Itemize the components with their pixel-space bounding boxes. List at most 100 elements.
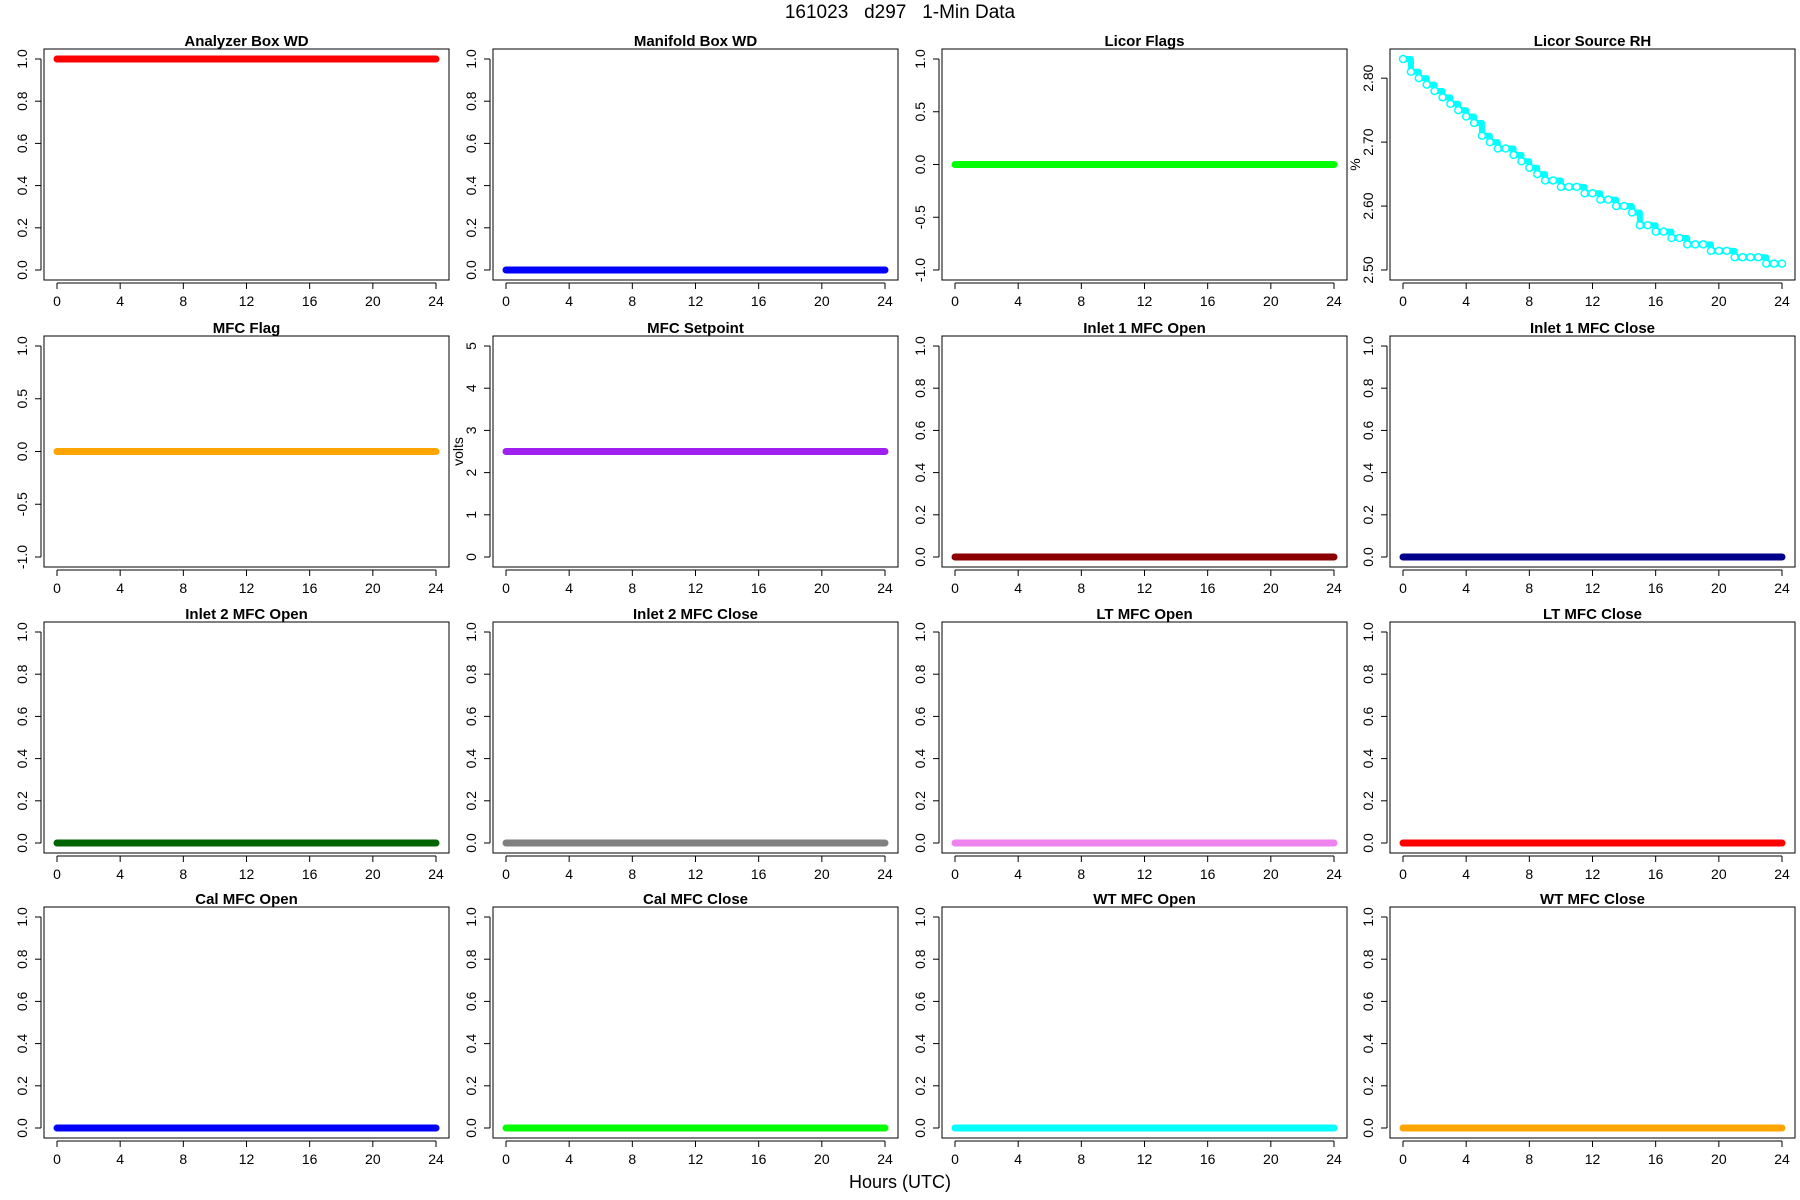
x-tick-label: 20 [1711,580,1727,596]
x-tick-label: 24 [428,293,444,309]
data-point [1446,99,1455,109]
data-point [1769,259,1779,268]
x-tick-label: 24 [1774,293,1790,309]
x-tick-label: 16 [1200,866,1216,882]
chart-panel-5: MFC Flag 0 4 8 12 16 20 24 -1.0 -0.5 0.0 0.5 1.0 [14,320,450,596]
x-tick-label: 12 [1137,580,1153,596]
x-tick-label: 8 [628,1151,636,1167]
x-tick-label: 4 [1014,866,1022,882]
x-tick-label: 12 [239,1151,255,1167]
data-point [1635,220,1645,230]
y-tick-label: 1.0 [463,622,479,642]
x-tick-label: 24 [877,866,893,882]
x-tick-label: 0 [951,293,959,309]
y-tick-label: 0.6 [1360,706,1376,726]
y-tick-label: 0.0 [463,833,479,853]
plot-frame [492,906,899,1139]
x-tick-label: 20 [1711,866,1727,882]
y-tick-label: 0.8 [912,378,928,398]
x-tick-label: 16 [1648,293,1664,309]
y-tick-label: 1.0 [14,49,30,69]
x-tick-label: 12 [1585,580,1601,596]
x-tick-label: 8 [628,866,636,882]
x-tick-label: 8 [628,293,636,309]
y-tick-label: 1.0 [1360,907,1376,927]
y-tick-label: -1.0 [912,258,928,282]
y-tick-label: 0.0 [14,1118,30,1138]
panel-title: Cal MFC Close [643,891,748,908]
x-tick-label: 4 [565,1151,573,1167]
x-tick-label: 8 [1525,293,1533,309]
y-tick-label: 0.6 [14,706,30,726]
chart-panel-7: Inlet 1 MFC Open 0 4 8 12 16 20 24 0.0 0.2 0.4 0.6 0… [912,320,1348,596]
data-point [1422,80,1431,89]
chart-panel-1: Analyzer Box WD 0 4 8 12 16 20 24 0.0 0.2 0.4 0.6 0.… [14,33,450,309]
panel-title: Analyzer Box WD [184,33,308,50]
x-tick-label: 12 [1137,1151,1153,1167]
data-point [1564,182,1574,192]
y-tick-label: 0.6 [463,991,479,1011]
y-tick-label: 0 [463,553,479,561]
panel-title: LT MFC Close [1543,606,1642,623]
y-tick-label: 0.4 [912,749,928,769]
chart-panel-12: LT MFC Close 0 4 8 12 16 20 24 0.0 0.2 0.4 0.6 0.8 1.… [1360,606,1796,882]
x-tick-label: 16 [1648,580,1664,596]
plot-frame [941,335,1348,568]
y-tick-label: 0.6 [1360,420,1376,440]
x-tick-label: 12 [688,1151,704,1167]
plot-frame [43,335,450,568]
data-point [1548,176,1558,185]
y-tick-label: 0.0 [463,1118,479,1138]
data-point [1532,169,1542,179]
data-point [1454,105,1463,115]
data-point [1698,240,1708,249]
page-title: 161023 d297 1-Min Data [784,2,1016,23]
plot-frame [941,48,1348,281]
panel-title: Licor Flags [1104,33,1184,50]
data-point [1580,189,1589,198]
y-tick-label: 0.0 [912,833,928,853]
x-tick-label: 20 [365,580,381,596]
y-tick-label: 0.2 [1360,1076,1376,1096]
data-point [1414,73,1424,83]
x-tick-label: 16 [751,866,767,882]
y-tick-label: 1.0 [463,907,479,927]
plot-frame [1389,906,1796,1139]
y-tick-label: 1.0 [912,622,928,642]
y-tick-label: 0.2 [14,218,30,238]
panel-title: Inlet 2 MFC Open [185,606,308,623]
data-point [1611,201,1621,211]
data-point [1398,54,1408,64]
y-tick-label: 0.6 [912,420,928,440]
panel-title: Licor Source RH [1534,33,1652,50]
x-tick-label: 12 [239,580,255,596]
x-tick-label: 8 [179,293,187,309]
plot-frame [1389,621,1796,854]
data-point [1761,259,1771,268]
chart-panel-11: LT MFC Open 0 4 8 12 16 20 24 0.0 0.2 0.4 0.6 0.8 1.0 [912,606,1348,882]
x-tick-label: 16 [1200,580,1216,596]
y-tick-label: 0.2 [463,1076,479,1096]
x-tick-label: 24 [1774,580,1790,596]
chart-panel-9: Inlet 2 MFC Open 0 4 8 12 16 20 24 0.0 0.2 0.4 0.6 0… [14,606,450,882]
x-tick-label: 12 [688,866,704,882]
y-tick-label: 0.4 [14,1034,30,1054]
x-tick-label: 12 [1137,293,1153,309]
x-tick-label: 8 [1525,866,1533,882]
x-tick-label: 8 [1077,1151,1085,1167]
y-axis-label: volts [450,437,466,466]
y-tick-label: 0.4 [912,463,928,483]
data-point [1604,195,1613,204]
data-trace [1403,56,1782,267]
x-tick-label: 20 [1711,1151,1727,1167]
y-tick-label: 0.6 [1360,991,1376,1011]
plot-frame [492,48,899,281]
x-tick-label: 12 [239,293,255,309]
x-tick-label: 24 [428,1151,444,1167]
data-point [1754,252,1763,262]
y-tick-label: 0.2 [463,791,479,811]
x-tick-label: 16 [302,293,318,309]
y-tick-label: 0.8 [14,664,30,684]
panel-title: WT MFC Open [1093,891,1195,908]
y-tick-label: -0.5 [14,492,30,516]
